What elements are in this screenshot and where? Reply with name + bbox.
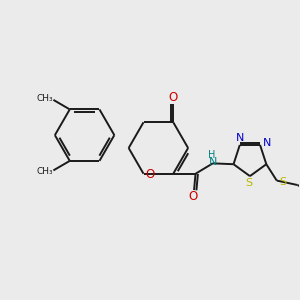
Text: CH₃: CH₃ [36, 94, 53, 103]
Text: N: N [236, 134, 244, 143]
Text: S: S [279, 177, 286, 187]
Text: O: O [146, 168, 155, 181]
Text: N: N [209, 157, 218, 167]
Text: N: N [262, 139, 271, 148]
Text: O: O [188, 190, 197, 203]
Text: S: S [245, 178, 252, 188]
Text: CH₃: CH₃ [36, 167, 53, 176]
Text: O: O [169, 92, 178, 104]
Text: H: H [208, 150, 215, 160]
